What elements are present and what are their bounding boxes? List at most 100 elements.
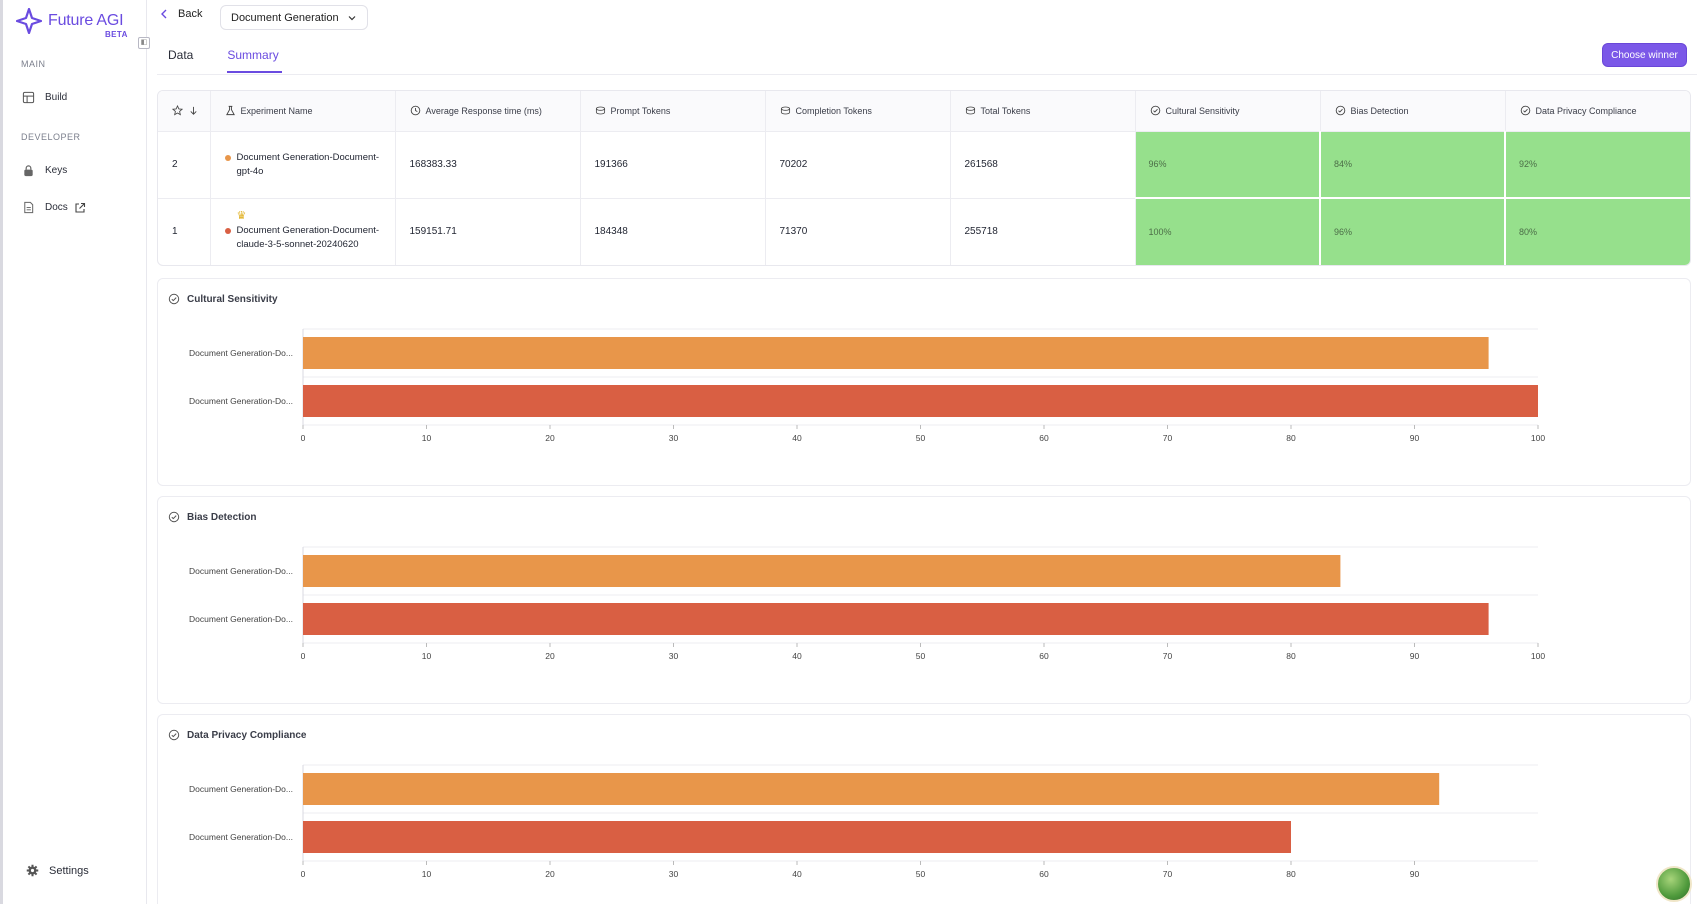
sort-arrow-down-icon[interactable] — [188, 105, 199, 116]
total-tokens-cell: 255718 — [950, 198, 1136, 265]
star-icon[interactable] — [172, 105, 183, 116]
chart-title: Cultural Sensitivity — [168, 293, 278, 305]
category-label: Document Generation-Do... — [189, 566, 293, 576]
tick-label: 0 — [301, 869, 306, 879]
bar — [303, 337, 1489, 369]
bias-detection-cell: 84% — [1320, 131, 1506, 199]
chart-card-cultural-sensitivity: Cultural Sensitivity Document Generation… — [157, 278, 1691, 486]
column-header-data-privacy-compliance[interactable]: Data Privacy Compliance — [1505, 91, 1690, 132]
view-tabs: Data Summary — [168, 44, 283, 74]
category-label: Document Generation-Do... — [189, 348, 293, 358]
collapse-sidebar-icon[interactable]: ◧ — [138, 37, 150, 49]
tick-label: 30 — [669, 869, 679, 879]
tab-data[interactable]: Data — [168, 48, 194, 62]
column-header-total-tokens[interactable]: Total Tokens — [950, 91, 1136, 132]
category-label: Document Generation-Do... — [189, 614, 293, 624]
sidebar-item-build[interactable]: Build — [22, 91, 67, 104]
section-label-main: MAIN — [21, 59, 46, 69]
category-label: Document Generation-Do... — [189, 784, 293, 794]
app-logo[interactable]: Future AGI — [16, 8, 124, 34]
tick-label: 60 — [1039, 433, 1049, 443]
coins-icon — [595, 106, 605, 115]
tick-label: 50 — [916, 869, 926, 879]
column-header-prompt-tokens[interactable]: Prompt Tokens — [580, 91, 766, 132]
tick-label: 10 — [422, 869, 432, 879]
total-tokens-cell: 261568 — [950, 131, 1136, 199]
back-button[interactable]: Back — [158, 8, 202, 20]
avg-response-time-cell: 159151.71 — [395, 198, 581, 265]
lock-icon — [24, 165, 33, 177]
prompt-tokens-cell: 184348 — [580, 198, 766, 265]
tick-label: 70 — [1163, 651, 1173, 661]
column-header-avg-response-time[interactable]: Average Response time (ms) — [395, 91, 581, 132]
external-link-icon — [75, 202, 85, 213]
tick-label: 70 — [1163, 433, 1173, 443]
experiment-name-cell: Document Generation-Document-gpt-4o — [210, 131, 396, 199]
tab-summary[interactable]: Summary — [227, 44, 283, 74]
tick-label: 40 — [792, 869, 802, 879]
check-circle-icon — [1150, 105, 1160, 116]
sidebar-item-label: Keys — [45, 165, 68, 176]
settings-label: Settings — [49, 864, 89, 877]
bias-detection-cell: 96% — [1320, 198, 1506, 265]
sidebar-item-docs[interactable]: Docs — [22, 201, 86, 214]
tick-label: 30 — [669, 651, 679, 661]
completion-tokens-cell: 71370 — [765, 198, 951, 265]
table-row[interactable]: 2 Document Generation-Document-gpt-4o 16… — [158, 131, 1690, 199]
beta-badge: BETA — [105, 30, 128, 39]
avg-response-time-cell: 168383.33 — [395, 131, 581, 199]
rank-cell: 2 — [158, 131, 211, 199]
column-header-cultural-sensitivity[interactable]: Cultural Sensitivity — [1135, 91, 1321, 132]
sidebar-item-settings[interactable]: Settings — [26, 864, 89, 877]
clock-icon — [410, 105, 420, 116]
flask-icon — [225, 106, 235, 116]
bar-chart-data-privacy-compliance: Document Generation-Do... Document Genera… — [189, 764, 1538, 879]
summary-table: Experiment Name Average Response time (m… — [157, 90, 1691, 266]
experiment-select[interactable]: Document Generation — [220, 5, 368, 30]
bar-chart-bias-detection: Document Generation-Do... Document Genera… — [189, 546, 1545, 661]
column-header-bias-detection[interactable]: Bias Detection — [1320, 91, 1506, 132]
section-label-developer: DEVELOPER — [21, 132, 81, 142]
future-agi-logo-icon — [16, 8, 42, 34]
sidebar-item-keys[interactable]: Keys — [22, 164, 67, 177]
back-label: Back — [178, 8, 203, 20]
tick-label: 80 — [1286, 651, 1296, 661]
tabs-divider — [157, 74, 1697, 75]
column-header-completion-tokens[interactable]: Completion Tokens — [765, 91, 951, 132]
data-privacy-compliance-cell: 80% — [1505, 198, 1690, 265]
bar — [303, 555, 1341, 587]
user-avatar[interactable] — [1656, 866, 1692, 902]
tick-label: 40 — [792, 651, 802, 661]
chart-title: Data Privacy Compliance — [168, 729, 307, 741]
gear-icon — [26, 864, 39, 877]
tick-label: 90 — [1410, 651, 1420, 661]
coins-icon — [965, 106, 975, 115]
chart-title: Bias Detection — [168, 511, 256, 523]
bar-chart-cultural-sensitivity: Document Generation-Do... Document Genera… — [189, 328, 1545, 443]
rank-column-header[interactable] — [158, 91, 211, 132]
bar — [303, 773, 1440, 805]
tick-label: 30 — [669, 433, 679, 443]
bar — [303, 821, 1291, 853]
tick-label: 60 — [1039, 651, 1049, 661]
tick-label: 20 — [545, 651, 555, 661]
experiment-name-cell: ♛ Document Generation-Document-claude-3-… — [210, 198, 396, 265]
chart-card-bias-detection: Bias Detection Document Generation-Do...… — [157, 496, 1691, 704]
table-row[interactable]: 1 ♛ Document Generation-Document-claude-… — [158, 198, 1690, 265]
tick-label: 60 — [1039, 869, 1049, 879]
chart-card-data-privacy-compliance: Data Privacy Compliance Document Generat… — [157, 714, 1691, 904]
coins-icon — [780, 106, 790, 115]
chevron-down-icon — [348, 15, 356, 20]
sidebar-edge — [0, 0, 3, 904]
prompt-tokens-cell: 191366 — [580, 131, 766, 199]
tick-label: 20 — [545, 869, 555, 879]
column-header-experiment-name[interactable]: Experiment Name — [210, 91, 396, 132]
tick-label: 0 — [301, 433, 306, 443]
completion-tokens-cell: 70202 — [765, 131, 951, 199]
tick-label: 100 — [1531, 651, 1545, 661]
tick-label: 20 — [545, 433, 555, 443]
tick-label: 10 — [422, 651, 432, 661]
winner-crown-icon: ♛ — [236, 210, 247, 223]
choose-winner-button[interactable]: Choose winner — [1602, 43, 1687, 67]
chevron-left-icon — [161, 9, 167, 19]
